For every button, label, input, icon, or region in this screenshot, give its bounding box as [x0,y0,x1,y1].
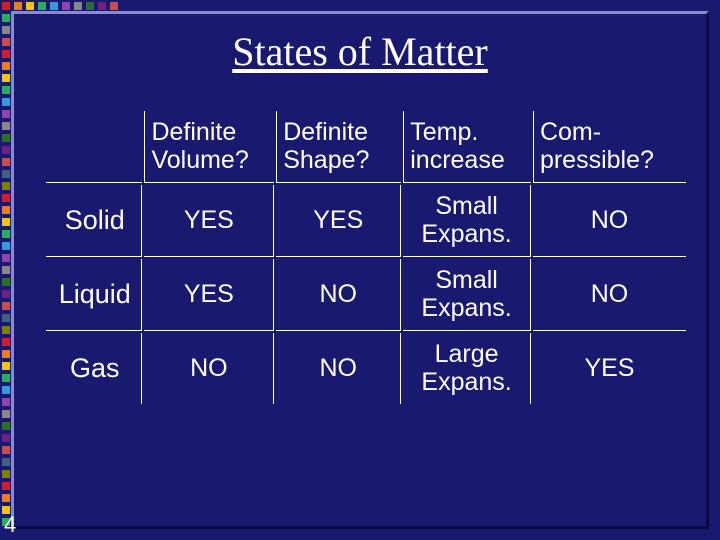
slide-frame: States of Matter Definite Volume? Defini… [11,11,709,529]
header-definite-volume: Definite Volume? [144,111,274,183]
header-blank [46,111,142,183]
table-row: Solid YES YES Small Expans. NO [46,185,686,257]
row-label-gas: Gas [46,333,142,404]
cell: Small Expans. [403,185,531,257]
row-label-solid: Solid [46,185,142,257]
states-table: Definite Volume? Definite Shape? Temp. i… [44,109,688,406]
slide-title: States of Matter [14,14,706,75]
cell: NO [533,185,686,257]
row-label-liquid: Liquid [46,259,142,331]
header-temp-increase: Temp. increase [403,111,531,183]
slide-number: 4 [4,512,16,538]
cell: NO [144,333,274,404]
cell: YES [276,185,401,257]
cell: YES [144,259,274,331]
cell: YES [144,185,274,257]
cell: Small Expans. [403,259,531,331]
table-row: Liquid YES NO Small Expans. NO [46,259,686,331]
table-header-row: Definite Volume? Definite Shape? Temp. i… [46,111,686,183]
cell: NO [276,259,401,331]
cell: NO [533,259,686,331]
header-compressible: Com-pressible? [533,111,686,183]
cell: NO [276,333,401,404]
cell: Large Expans. [403,333,531,404]
table-row: Gas NO NO Large Expans. YES [46,333,686,404]
header-definite-shape: Definite Shape? [276,111,401,183]
cell: YES [533,333,686,404]
